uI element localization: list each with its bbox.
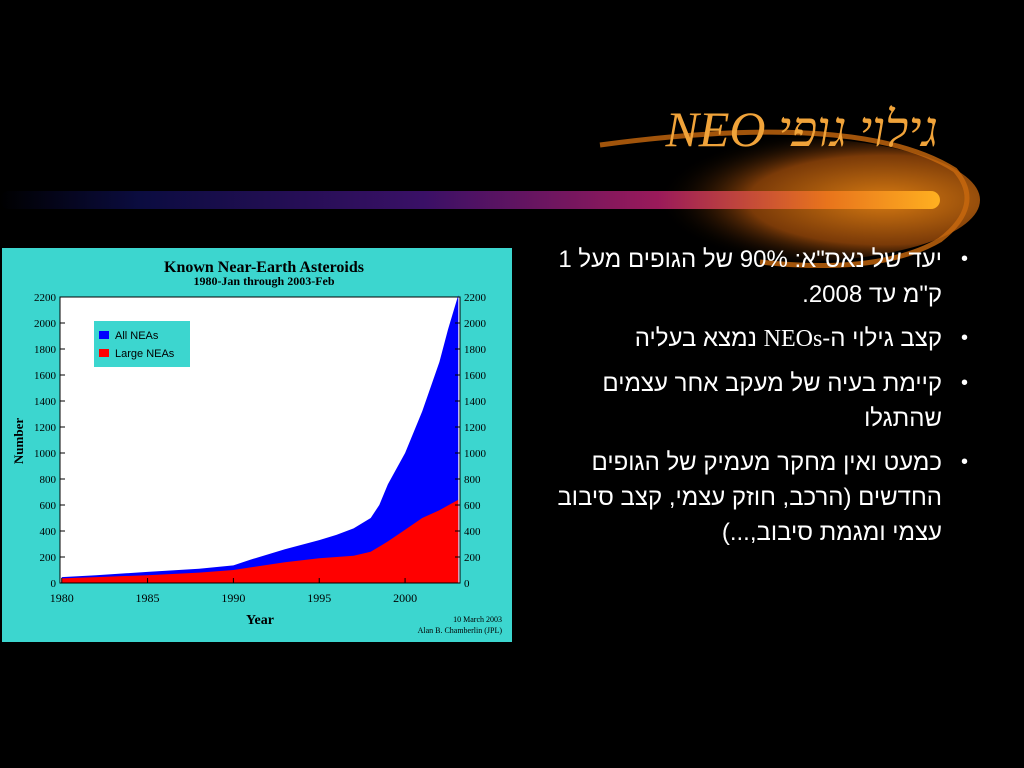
legend-box: [94, 321, 190, 367]
y-tick-label: 800: [40, 474, 57, 486]
x-tick-label: 1985: [136, 591, 160, 605]
y-tick-label: 2200: [34, 292, 57, 304]
x-tick-label: 1995: [307, 591, 331, 605]
chart-plot-border: [59, 296, 461, 584]
legend-label-large-neas: Large NEAs: [115, 348, 175, 360]
y-tick-label-right: 600: [464, 500, 481, 512]
bullet-item: • קצב גילוי ה-NEOs נמצא בעליה: [548, 321, 988, 357]
bullet-list: • יעד של נאס"א: 90% של הגופים מעל 1 ק"מ ע…: [548, 242, 988, 559]
neo-chart: Known Near-Earth Asteroids 1980-Jan thro…: [11, 259, 503, 635]
title-neo: NEO: [665, 101, 766, 157]
bullet-text: קצב גילוי ה-: [822, 325, 942, 352]
bullet-text: יעד של נאס"א: 90% של הגופים מעל 1 ק"מ עד…: [558, 246, 942, 308]
bullet-dot: •: [960, 248, 968, 270]
title-hebrew: גילוי גופי: [777, 101, 938, 157]
y-tick-label: 0: [51, 578, 57, 590]
slide-title: גילוי גופי NEO: [665, 100, 938, 158]
bullet-dot: •: [960, 327, 968, 349]
x-tick-label: 1980: [50, 591, 74, 605]
y-tick-label: 1400: [34, 396, 57, 408]
series-area-large-neas: [61, 499, 459, 583]
x-axis-label: Year: [246, 613, 274, 628]
y-tick-label-right: 400: [464, 526, 481, 538]
bullet-item: • כמעט ואין מחקר מעמיק של הגופים החדשים (…: [548, 445, 988, 550]
bullet-item: • יעד של נאס"א: 90% של הגופים מעל 1 ק"מ ע…: [548, 242, 988, 312]
y-tick-label: 2000: [34, 318, 57, 330]
legend-swatch-all-neas: [99, 331, 109, 339]
x-tick-label: 2000: [393, 591, 417, 605]
y-tick-label: 400: [40, 526, 57, 538]
chart-footnote-date: 10 March 2003: [453, 615, 502, 624]
y-tick-label: 200: [40, 552, 57, 564]
y-tick-label: 1000: [34, 448, 57, 460]
bullet-text: קיימת בעיה של מעקב אחר עצמים שהתגלו: [602, 370, 942, 432]
bullet-dot: •: [960, 451, 968, 473]
y-tick-label: 1800: [34, 344, 57, 356]
bullet-item: • קיימת בעיה של מעקב אחר עצמים שהתגלו: [548, 366, 988, 436]
y-tick-label-right: 0: [464, 578, 470, 590]
chart-title: Known Near-Earth Asteroids: [164, 259, 364, 276]
y-tick-label: 600: [40, 500, 57, 512]
y-tick-label: 1600: [34, 370, 57, 382]
y-tick-label: 1200: [34, 422, 57, 434]
y-axis-left: 0 200 400 600 800 1000 1200 1400 1600 1800 2000 220…: [34, 292, 65, 590]
y-tick-label-right: 200: [464, 552, 481, 564]
chart-footnote-author: Alan B. Chamberlin (JPL): [418, 626, 503, 635]
y-tick-label-right: 2200: [464, 292, 487, 304]
legend-swatch-large-neas: [99, 349, 109, 357]
bullet-dot: •: [960, 372, 968, 394]
y-tick-label-right: 1000: [464, 448, 487, 460]
y-tick-label-right: 1800: [464, 344, 487, 356]
bullet-text: כמעט ואין מחקר מעמיק של הגופים החדשים (ה…: [557, 449, 942, 546]
y-tick-label-right: 1600: [464, 370, 487, 382]
y-tick-label-right: 1400: [464, 396, 487, 408]
y-axis-label: Number: [11, 418, 26, 464]
chart-subtitle: 1980-Jan through 2003-Feb: [193, 274, 334, 288]
y-tick-label-right: 1200: [464, 422, 487, 434]
bullet-text: NEOs: [763, 326, 823, 352]
chart-legend: All NEAs Large NEAs: [94, 321, 190, 367]
y-axis-right: 0 200 400 600 800 1000 1200 1400 1600 1800 2000 220…: [455, 292, 487, 590]
swoosh-bar: [0, 191, 940, 209]
x-tick-label: 1990: [221, 591, 245, 605]
swoosh-arc: [599, 129, 970, 269]
y-tick-label-right: 800: [464, 474, 481, 486]
y-tick-label-right: 2000: [464, 318, 487, 330]
chart-areas: [61, 295, 459, 583]
x-axis: 1980 1985 1990 1995 2000: [50, 578, 417, 605]
bullet-text: נמצא בעליה: [634, 325, 764, 352]
neo-chart-panel: Known Near-Earth Asteroids 1980-Jan thro…: [2, 248, 512, 642]
legend-label-all-neas: All NEAs: [115, 330, 159, 342]
